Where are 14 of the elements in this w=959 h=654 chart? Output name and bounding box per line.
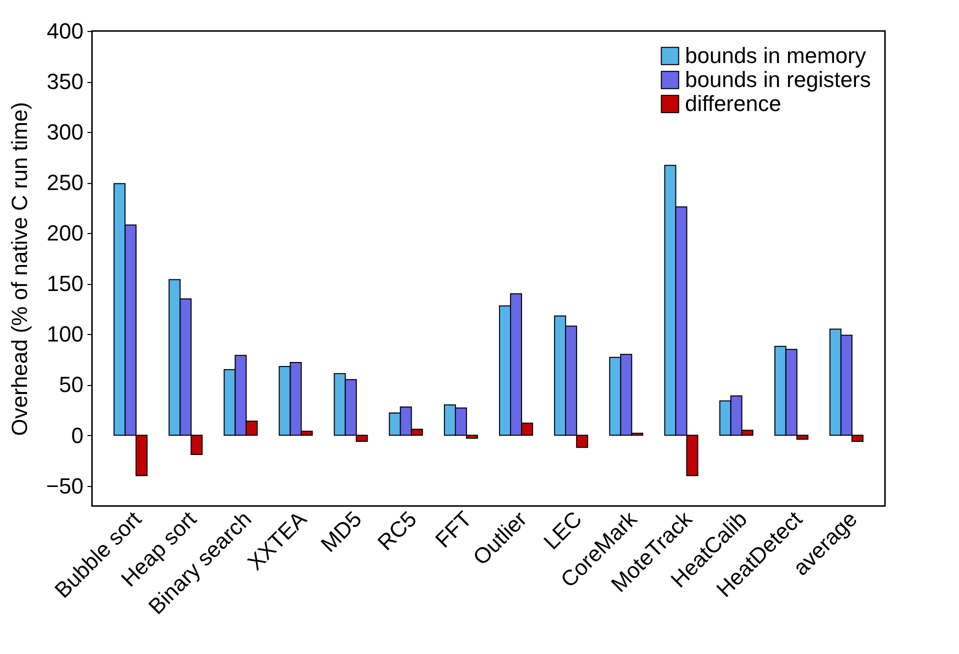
y-tick-label: 400 — [46, 18, 84, 44]
y-tick-label: 250 — [46, 170, 84, 196]
y-tick-label: 200 — [46, 220, 84, 246]
legend-label: difference — [685, 91, 782, 116]
legend-label: bounds in memory — [685, 43, 866, 68]
y-tick-label: 100 — [46, 322, 84, 347]
y-tick-label: 300 — [46, 120, 84, 145]
y-tick-label: −50 — [46, 473, 84, 498]
y-axis-title: Overhead (% of native C run time) — [7, 102, 32, 436]
y-tick-label: 50 — [59, 372, 84, 398]
y-tick-label: 350 — [46, 69, 84, 94]
y-tick-label: 150 — [46, 271, 84, 296]
legend-label: bounds in registers — [685, 67, 871, 92]
y-tick-label: 0 — [71, 422, 84, 448]
